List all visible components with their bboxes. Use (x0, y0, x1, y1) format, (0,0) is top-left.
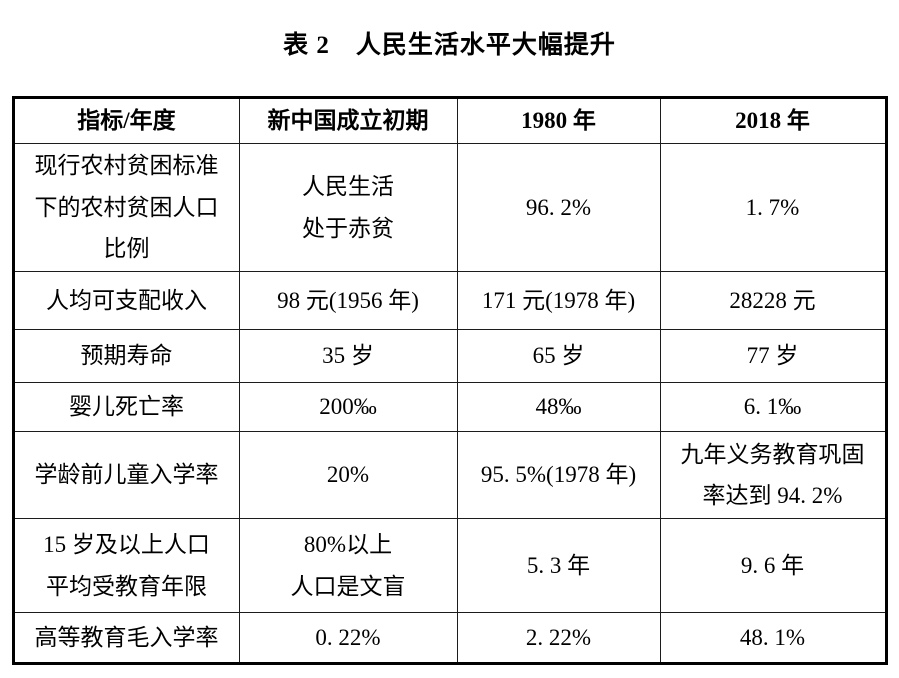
value-cell: 48. 1% (659, 612, 887, 664)
value-cell: 35 岁 (238, 329, 458, 383)
value-cell: 96. 2% (456, 143, 661, 272)
header-cell-indicator: 指标/年度 (12, 97, 240, 144)
value-cell: 95. 5%(1978 年) (456, 431, 661, 519)
table-row: 15 岁及以上人口 平均受教育年限 80%以上 人口是文盲 5. 3 年 9. … (12, 518, 887, 613)
row-indicator-cell: 15 岁及以上人口 平均受教育年限 (12, 518, 240, 613)
table-header-row: 指标/年度 新中国成立初期 1980 年 2018 年 (12, 97, 887, 144)
value-cell: 28228 元 (659, 271, 887, 330)
value-cell: 98 元(1956 年) (238, 271, 458, 330)
row-indicator-cell: 学龄前儿童入学率 (12, 431, 240, 519)
value-cell: 0. 22% (238, 612, 458, 664)
header-cell-early-prc: 新中国成立初期 (238, 97, 458, 144)
value-cell: 48‰ (456, 382, 661, 432)
table-row: 高等教育毛入学率 0. 22% 2. 22% 48. 1% (12, 612, 887, 664)
table-row: 人均可支配收入 98 元(1956 年) 171 元(1978 年) 28228… (12, 271, 887, 330)
table-title: 表 2 人民生活水平大幅提升 (283, 32, 616, 59)
header-cell-1980: 1980 年 (456, 97, 661, 144)
table-row: 学龄前儿童入学率 20% 95. 5%(1978 年) 九年义务教育巩固 率达到… (12, 431, 887, 519)
row-indicator-cell: 高等教育毛入学率 (12, 612, 240, 664)
value-cell: 九年义务教育巩固 率达到 94. 2% (659, 431, 887, 519)
value-cell: 5. 3 年 (456, 518, 661, 613)
value-cell: 1. 7% (659, 143, 887, 272)
row-indicator-cell: 婴儿死亡率 (12, 382, 240, 432)
value-cell: 6. 1‰ (659, 382, 887, 432)
value-cell: 人民生活 处于赤贫 (238, 143, 458, 272)
living-standards-table: 指标/年度 新中国成立初期 1980 年 2018 年 现行农村贫困标准 下的农… (11, 96, 888, 665)
row-indicator-cell: 现行农村贫困标准 下的农村贫困人口 比例 (12, 143, 240, 272)
header-cell-2018: 2018 年 (659, 97, 887, 144)
value-cell: 9. 6 年 (659, 518, 887, 613)
value-cell: 80%以上 人口是文盲 (238, 518, 458, 613)
row-indicator-cell: 人均可支配收入 (12, 271, 240, 330)
value-cell: 2. 22% (456, 612, 661, 664)
table-row: 预期寿命 35 岁 65 岁 77 岁 (12, 329, 887, 383)
row-indicator-cell: 预期寿命 (12, 329, 240, 383)
value-cell: 171 元(1978 年) (456, 271, 661, 330)
value-cell: 65 岁 (456, 329, 661, 383)
value-cell: 20% (238, 431, 458, 519)
value-cell: 200‰ (238, 382, 458, 432)
table-row: 婴儿死亡率 200‰ 48‰ 6. 1‰ (12, 382, 887, 432)
value-cell: 77 岁 (659, 329, 887, 383)
table-row: 现行农村贫困标准 下的农村贫困人口 比例 人民生活 处于赤贫 96. 2% 1.… (12, 143, 887, 272)
